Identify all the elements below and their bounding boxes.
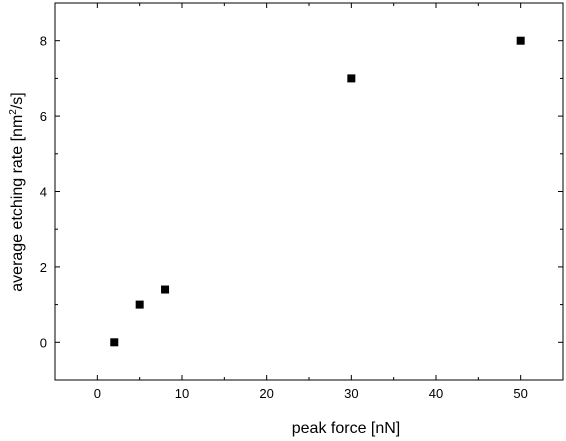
x-axis-title: peak force [nN] xyxy=(292,420,401,437)
y-tick-label: 2 xyxy=(40,260,47,275)
plot-frame xyxy=(54,2,564,381)
data-point xyxy=(161,285,170,294)
x-tick-label: 50 xyxy=(513,386,527,401)
y-tick-label: 8 xyxy=(40,34,47,49)
data-point xyxy=(135,300,144,309)
data-point xyxy=(516,36,525,45)
y-tick-label: 6 xyxy=(40,109,47,124)
x-tick-label: 20 xyxy=(259,386,273,401)
y-axis-ticks: 0 2 4 6 8 xyxy=(40,2,563,381)
x-axis-ticks: 0 10 20 30 40 50 xyxy=(54,3,564,401)
y-axis-title-superscript: 2 xyxy=(8,109,19,115)
data-points xyxy=(110,36,525,347)
x-tick-label: 30 xyxy=(344,386,358,401)
y-axis-title: average etching rate [nm2/s] xyxy=(8,92,26,291)
y-axis-title-prefix: average etching rate [nm xyxy=(9,115,26,292)
data-point xyxy=(110,338,119,347)
y-axis-title-suffix: /s] xyxy=(9,92,26,109)
data-point xyxy=(347,74,356,83)
y-tick-label: 0 xyxy=(40,335,47,350)
x-tick-label: 10 xyxy=(175,386,189,401)
x-tick-label: 40 xyxy=(429,386,443,401)
x-tick-label: 0 xyxy=(94,386,101,401)
y-tick-label: 4 xyxy=(40,185,47,200)
